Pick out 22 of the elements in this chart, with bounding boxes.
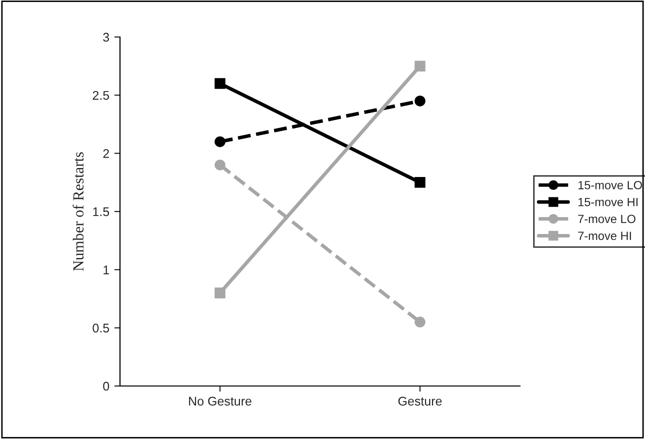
point (414, 60, 426, 72)
point (414, 316, 426, 328)
y-tick-label: 1 (104, 266, 109, 274)
x-tick-label: Gesture (398, 396, 442, 406)
point (214, 78, 226, 89)
point (214, 288, 226, 298)
y-tick-label: 0.5 (92, 324, 110, 332)
y-tick-label: 2.5 (92, 90, 110, 100)
legend-label: 15-move LO (578, 180, 642, 190)
point (414, 177, 426, 188)
legend-label: 7-move LO (578, 214, 636, 224)
point (214, 136, 226, 148)
legend-label: 7-move HI (578, 232, 631, 240)
y-tick-label: 3 (103, 32, 110, 42)
y-tick-label: 1.5 (93, 207, 110, 216)
y-axis-title: Number of Restarts (72, 152, 84, 271)
y-tick-label: 0 (103, 382, 110, 391)
legend-label: 15-move HI (578, 198, 638, 206)
point (214, 160, 226, 170)
point (414, 96, 426, 106)
x-tick-label: No Gesture (189, 396, 252, 406)
y-tick-label: 2 (103, 149, 109, 158)
